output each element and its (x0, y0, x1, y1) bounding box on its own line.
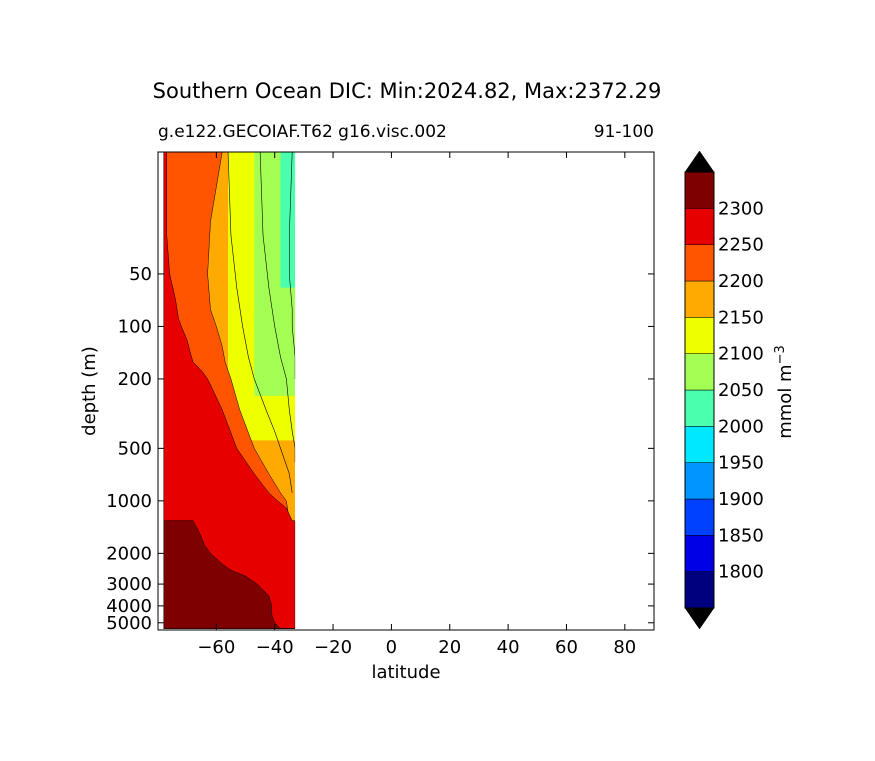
colorbar-swatch (684, 571, 715, 609)
x-tick-label: 60 (555, 637, 578, 658)
y-tick-label: 5000 (106, 613, 152, 634)
colorbar-tick-label: 2250 (718, 235, 764, 256)
x-axis-label: latitude (371, 662, 440, 683)
y-tick-label: 3000 (106, 574, 152, 595)
contour-line-2100 (288, 152, 296, 379)
colorbar-swatch (684, 317, 715, 354)
x-axis: −60 −40 −20 0 20 40 60 80 (197, 152, 636, 658)
x-tick-label: 20 (438, 637, 461, 658)
colorbar-swatch (684, 462, 715, 500)
colorbar-extend-min (684, 607, 715, 630)
colorbar-tick-label: 2300 (718, 198, 764, 219)
x-tick-label: 0 (386, 637, 397, 658)
colorbar-swatch (684, 535, 715, 572)
x-tick-label: −60 (197, 637, 235, 658)
chart-subtitle-left: g.e122.GECOIAF.T62 g16.visc.002 (158, 122, 447, 142)
colorbar-swatch (684, 208, 715, 245)
chart-subtitle-right: 91-100 (594, 122, 654, 142)
y-axis-label: depth (m) (79, 346, 100, 436)
colorbar-swatch (684, 426, 715, 463)
colorbar-tick-label: 1800 (718, 562, 764, 583)
colorbar-swatch (684, 171, 715, 209)
colorbar-tick-label: 2000 (718, 416, 764, 437)
colorbar-label: mmol m−3 (773, 345, 797, 439)
colorbar-tick-label: 2050 (718, 380, 764, 401)
contour-line-2200 (227, 152, 293, 493)
field-region-2350 (163, 520, 296, 629)
field-band-2050 (280, 152, 296, 288)
colorbar-tick-label: 2100 (718, 344, 764, 365)
x-tick-label: 40 (497, 637, 520, 658)
y-tick-label: 100 (118, 316, 152, 337)
colorbar-swatch (684, 389, 715, 427)
y-tick-label: 4000 (106, 596, 152, 617)
chart-title: Southern Ocean DIC: Min:2024.82, Max:237… (153, 79, 662, 103)
colorbar-label-main: mmol m (775, 364, 796, 438)
colorbar-tick-label: 1900 (718, 489, 764, 510)
colorbar-extend-max (684, 150, 715, 173)
field-region-2300 (163, 152, 296, 629)
plot-frame (157, 151, 655, 631)
colorbar-swatch (684, 280, 715, 318)
colorbar-frame (684, 171, 715, 609)
colorbar: 1800 1850 1900 1950 2000 2050 2100 2150 2200 2250… (684, 150, 764, 630)
y-tick-label: 2000 (106, 543, 152, 564)
no-data-area (295, 152, 654, 630)
colorbar-tick-label: 1950 (718, 453, 764, 474)
colorbar-tick-label: 1850 (718, 525, 764, 546)
colorbar-swatch (684, 498, 715, 536)
y-tick-label: 50 (129, 264, 152, 285)
colorbar-swatch (684, 353, 715, 391)
plot-area (163, 152, 654, 630)
x-tick-label: −20 (314, 637, 352, 658)
colorbar-swatch (684, 244, 715, 282)
x-tick-label: 80 (613, 637, 636, 658)
y-tick-label: 1000 (106, 491, 152, 512)
contour-line-2150 (259, 152, 296, 463)
colorbar-tick-label: 2200 (718, 271, 764, 292)
y-tick-label: 200 (118, 369, 152, 390)
y-tick-label: 500 (118, 438, 152, 459)
colorbar-tick-label: 2150 (718, 307, 764, 328)
colorbar-label-sup: −3 (773, 345, 788, 364)
x-tick-label: −40 (256, 637, 294, 658)
